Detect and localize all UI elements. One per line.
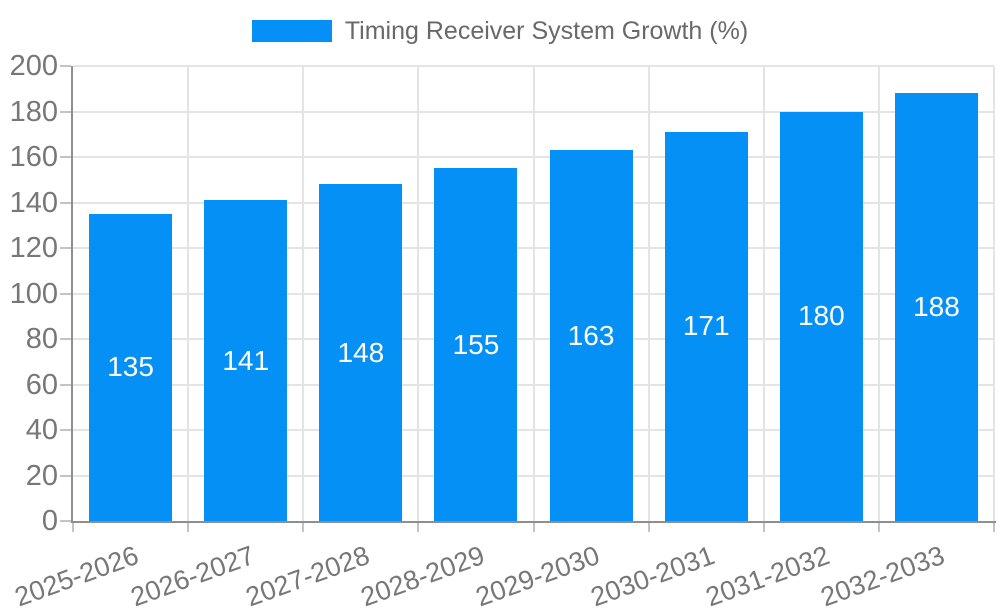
bar: 155 — [434, 168, 518, 521]
v-gridline — [877, 66, 880, 521]
y-axis-tick — [60, 520, 71, 522]
chart-legend: Timing Receiver System Growth (%) — [0, 17, 1000, 45]
bar-value-label: 188 — [913, 291, 960, 323]
bar-value-label: 163 — [567, 319, 615, 351]
y-axis-line — [71, 66, 73, 523]
y-tick-label: 20 — [25, 459, 58, 492]
v-gridline — [302, 66, 305, 521]
y-axis-tick — [60, 292, 71, 295]
bar-value-label: 180 — [797, 300, 845, 332]
plot-area: 0 20 40 60 80 100 120 140 160 180 200 135 141 148 155 1… — [10, 50, 996, 612]
y-axis-tick — [60, 429, 71, 431]
x-axis-tick — [877, 523, 880, 532]
x-axis-tick — [532, 523, 535, 532]
x-tick-label: 2026-2027 — [126, 540, 258, 612]
v-gridline — [187, 66, 190, 521]
v-gridline — [993, 66, 995, 521]
bar: 180 — [779, 111, 863, 521]
legend-label: Timing Receiver System Growth (%) — [344, 17, 749, 45]
y-tick-label: 100 — [9, 277, 58, 310]
y-tick-label: 60 — [25, 368, 58, 401]
y-tick-label: 160 — [9, 141, 58, 173]
y-axis-tick — [60, 247, 71, 249]
x-tick-label: 2027-2028 — [241, 540, 374, 612]
bar-value-label: 148 — [337, 336, 385, 368]
v-gridline — [532, 66, 535, 521]
x-axis-tick — [762, 523, 765, 532]
v-gridline — [417, 66, 420, 521]
x-tick-label: 2025-2026 — [11, 540, 143, 612]
legend-swatch-icon — [251, 20, 332, 42]
y-tick-label: 200 — [9, 50, 58, 82]
bar-value-label: 135 — [107, 351, 154, 383]
x-tick-label: 2028-2029 — [356, 540, 489, 612]
x-axis-tick — [993, 523, 995, 532]
v-gridline — [647, 66, 650, 521]
v-gridline — [762, 66, 765, 521]
y-axis-tick — [60, 65, 71, 67]
bar-value-label: 155 — [452, 328, 500, 360]
bar: 163 — [549, 150, 633, 521]
bar: 135 — [89, 213, 173, 521]
y-tick-label: 40 — [25, 414, 58, 446]
bar: 171 — [664, 131, 748, 521]
bar-value-label: 141 — [222, 344, 270, 376]
bar: 188 — [894, 93, 978, 521]
x-tick-label: 2031-2032 — [701, 540, 834, 612]
x-tick-label: 2032-2033 — [817, 540, 949, 612]
bar: 148 — [319, 184, 403, 521]
y-axis-tick — [60, 474, 71, 477]
y-tick-label: 120 — [9, 232, 58, 264]
bar-value-label: 171 — [682, 310, 730, 342]
y-tick-label: 140 — [9, 186, 58, 219]
y-tick-label: 0 — [41, 505, 58, 537]
y-axis-tick — [60, 110, 71, 113]
x-axis-tick — [187, 523, 190, 532]
x-axis-tick — [417, 523, 420, 532]
y-axis-tick — [60, 156, 71, 158]
x-axis-line — [71, 521, 996, 523]
x-tick-label: 2030-2031 — [586, 540, 719, 612]
x-tick-label: 2029-2030 — [471, 540, 604, 612]
y-tick-label: 80 — [25, 323, 58, 355]
x-axis-tick — [647, 523, 650, 532]
y-axis-tick — [60, 338, 71, 340]
bar: 141 — [204, 200, 288, 521]
x-axis-tick — [72, 523, 74, 532]
x-axis-tick — [302, 523, 305, 532]
y-tick-label: 180 — [9, 95, 58, 128]
y-axis-tick — [60, 201, 71, 204]
y-axis-tick — [60, 383, 71, 386]
